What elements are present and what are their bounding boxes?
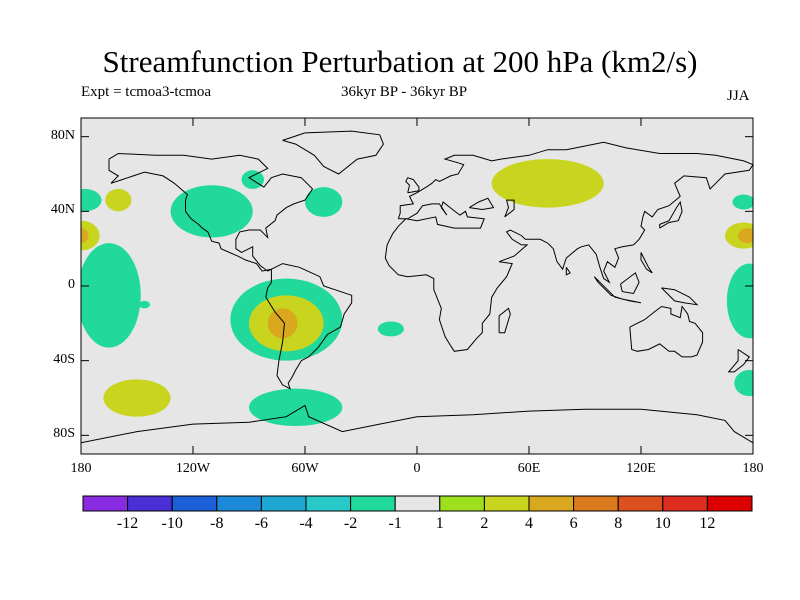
colorbar-box	[439, 495, 485, 512]
colorbar-label: 12	[699, 515, 716, 532]
coast-antarctica	[81, 404, 753, 444]
colorbar-box	[216, 495, 262, 512]
contour-n-america-neg-west	[170, 185, 253, 238]
colorbar-label: 4	[525, 515, 533, 532]
colorbar-box	[127, 495, 173, 512]
lon-tick-label: 0	[413, 461, 421, 476]
colorbar-label: -6	[254, 515, 269, 532]
contour-n-atlantic-neg	[305, 187, 343, 217]
colorbar-box	[528, 495, 575, 512]
lon-tick-label: 60W	[291, 461, 319, 476]
contour-drake-neg	[248, 388, 343, 427]
colorbar-label: 8	[614, 515, 623, 532]
page-title: Streamfunction Perturbation at 200 hPa (…	[102, 44, 698, 79]
colorbar-label: -4	[299, 515, 313, 532]
colorbar-label: 10	[654, 515, 671, 532]
lat-tick-label: 40S	[53, 351, 75, 367]
coast-south-america	[265, 263, 353, 390]
colorbar-label: -12	[116, 515, 139, 532]
colorbar-box	[706, 495, 753, 512]
contour-n-pacific-pos	[105, 188, 132, 212]
colorbar-box	[260, 495, 307, 512]
contour-e-pacific-edge-core	[738, 228, 753, 244]
colorbar-label: -1	[388, 515, 402, 532]
contour-hawaii-neg	[732, 194, 753, 210]
colorbar-label: -8	[210, 515, 224, 532]
colorbar-label: -2	[343, 515, 358, 532]
coast-caspian	[504, 199, 515, 218]
coast-eurasia-africa	[384, 141, 753, 352]
colorbar-label: 2	[480, 515, 489, 532]
lat-tick-label: 80N	[50, 127, 75, 143]
contour-w-pacific-edge-neg	[81, 188, 102, 212]
coast-north-america	[108, 152, 314, 272]
contour-nz-neg	[734, 370, 753, 397]
coast-australia	[629, 305, 704, 358]
coast-black-caspian	[469, 197, 495, 211]
lon-tick-label: 180	[742, 461, 764, 476]
lon-tick-label: 60E	[517, 461, 541, 476]
lon-tick-label: 120W	[175, 461, 211, 476]
lon-tick-label: 120E	[626, 461, 656, 476]
experiment-label: Expt = tcmoa3-tcmoa	[81, 84, 212, 100]
period-label: 36kyr BP - 36kyr BP	[341, 84, 468, 100]
contour-dateline-pos-west	[81, 220, 100, 251]
colorbar-box	[483, 495, 530, 512]
colorbar-box	[573, 495, 619, 512]
map-background	[81, 118, 753, 454]
lon-tick-label: 180	[70, 461, 92, 476]
coast-japan	[659, 200, 683, 229]
colorbar-box	[662, 495, 708, 512]
colorbar-label: 6	[569, 515, 578, 532]
contour-dateline-core-west	[81, 228, 89, 244]
lat-tick-label: 0	[68, 277, 75, 292]
colorbar-label: -10	[161, 515, 183, 532]
colorbar-box	[305, 495, 352, 512]
coast-uk	[405, 177, 420, 194]
coast-sri-lanka	[565, 267, 571, 276]
coast-new-guinea	[661, 287, 699, 306]
contour-s-america-core	[267, 308, 298, 339]
coast-greenland	[282, 130, 384, 175]
coast-madagascar	[498, 307, 511, 334]
contour-s-pacific-pos	[103, 379, 171, 417]
colorbar-box	[171, 495, 218, 512]
coast-philippines	[640, 252, 653, 274]
contour-eurasia-pos	[491, 159, 604, 208]
colorbar-label: 1	[435, 515, 444, 532]
colorbar-box	[617, 495, 664, 512]
colorbar-box	[350, 495, 396, 512]
coast-indonesia	[593, 276, 642, 304]
lat-tick-label: 80S	[53, 426, 75, 442]
contour-w-pacific-neg	[726, 263, 753, 339]
contour-e-pacific-neg	[81, 243, 141, 348]
colorbar-box	[394, 495, 441, 512]
coast-borneo	[620, 272, 640, 295]
colorbar-box	[82, 495, 129, 512]
coast-nz	[727, 349, 751, 373]
season-label: JJA	[727, 88, 750, 104]
lat-tick-label: 40N	[50, 202, 75, 218]
contour-small-pacific-neg	[138, 300, 151, 309]
contour-s-atlantic-neg	[377, 321, 404, 337]
